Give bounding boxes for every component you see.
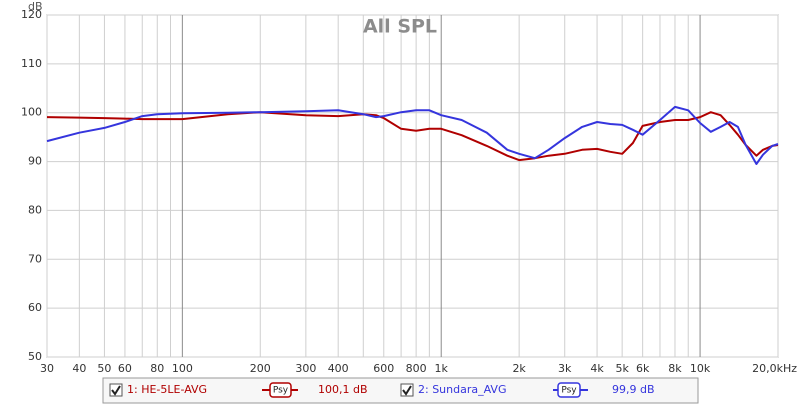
x-tick-label: 10k <box>690 362 711 375</box>
checkmark <box>111 385 121 396</box>
x-tick-label: 40 <box>72 362 86 375</box>
y-tick-label: 50 <box>28 350 42 363</box>
y-tick-label: 60 <box>28 301 42 314</box>
x-tick-label: 1k <box>435 362 449 375</box>
x-tick-label: 400 <box>328 362 349 375</box>
smoothing-button[interactable] <box>557 382 581 398</box>
x-tick-label: 2k <box>512 362 526 375</box>
x-tick-label: 200 <box>250 362 271 375</box>
y-tick-label: 70 <box>28 252 42 265</box>
legend-level: 99,9 dB <box>612 383 655 396</box>
series-lines <box>46 105 779 165</box>
x-tick-label: 300 <box>295 362 316 375</box>
legend-items: 1: HE-5LE-AVG Psy 100,1 dB 2: Sundara_AVG Ps… <box>109 382 655 398</box>
y-tick-label: 80 <box>28 203 42 216</box>
x-tick-label: 100 <box>172 362 193 375</box>
y-axis-label: dB <box>28 0 43 13</box>
plot-area <box>46 14 779 358</box>
x-tick-label: 8k <box>668 362 682 375</box>
smoothing-button[interactable] <box>269 382 292 398</box>
x-tick-label: 80 <box>150 362 164 375</box>
y-tick-label: 120 <box>21 8 42 21</box>
x-tick-label: 4k <box>590 362 604 375</box>
x-tick-label: 30 <box>40 362 54 375</box>
x-tick-label: 60 <box>118 362 132 375</box>
x-tick-label: 3k <box>558 362 572 375</box>
checkmark <box>402 385 412 396</box>
smoothing-label: Psy <box>273 386 289 396</box>
legend-name: 1: HE-5LE-AVG <box>127 383 207 396</box>
smoothing-label: Psy <box>561 386 577 396</box>
y-tick-label: 90 <box>28 155 42 168</box>
series-line <box>46 111 779 162</box>
legend-level: 100,1 dB <box>318 383 368 396</box>
x-tick-label: 800 <box>406 362 427 375</box>
y-tick-label: 100 <box>21 106 42 119</box>
grid <box>46 14 779 358</box>
legend-name: 2: Sundara_AVG <box>418 383 506 396</box>
x-tick-label: 600 <box>373 362 394 375</box>
x-tick-label: 6k <box>636 362 650 375</box>
x-tick-label: 5k <box>615 362 629 375</box>
y-tick-label: 110 <box>21 57 42 70</box>
chart-title: All SPL <box>363 16 437 38</box>
x-tick-label: 50 <box>97 362 111 375</box>
x-tick-label: 20,0kHz <box>752 362 797 375</box>
series-line <box>46 105 779 165</box>
